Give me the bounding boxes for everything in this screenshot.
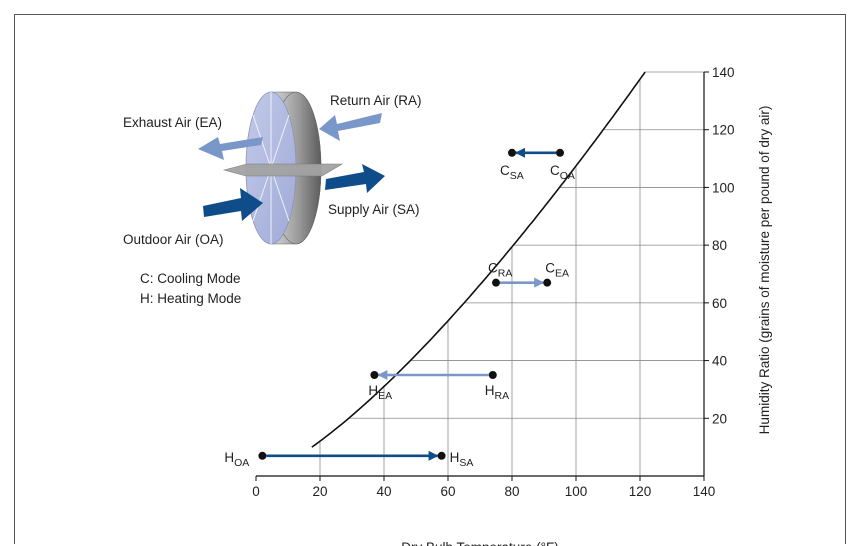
y-axis-title: Humidity Ratio (grains of moisture per p… (757, 106, 772, 435)
saturation-curve (311, 71, 646, 448)
x-tick-label-60: 60 (440, 484, 455, 499)
state-points: COA CSA CRA CEA HRA HEA HOA HSA (224, 148, 575, 469)
supply-air-label: Supply Air (SA) (328, 202, 420, 217)
point-hea (370, 371, 379, 379)
x-tick-label-140: 140 (693, 484, 716, 499)
x-tick-label-120: 120 (629, 484, 652, 499)
point-coa (556, 148, 564, 157)
x-tick-label-0: 0 (252, 484, 260, 499)
exhaust-air-arrow (198, 137, 263, 160)
heating-mode-legend: H: Heating Mode (140, 291, 241, 306)
energy-wheel (222, 91, 344, 245)
point-label-cea: CEA (545, 261, 569, 280)
process-arrows (266, 147, 556, 461)
y-tick-label-40: 40 (712, 354, 727, 369)
y-tick-label-120: 120 (712, 123, 735, 138)
x-tick-label-80: 80 (504, 484, 519, 499)
x-tick-label-20: 20 (312, 484, 327, 499)
outdoor-air-label: Outdoor Air (OA) (123, 232, 224, 247)
wheel-divider (222, 163, 344, 177)
point-label-cra: CRA (488, 261, 512, 280)
return-air-label: Return Air (RA) (330, 93, 422, 108)
chart-axes: 0 20 40 60 80 100 120 140 20 40 60 80 100 120 140 Humid… (252, 65, 772, 546)
y-tick-label-80: 80 (712, 238, 727, 253)
point-label-hra: HRA (485, 383, 509, 402)
point-cra (492, 278, 500, 287)
y-tick-label-100: 100 (712, 180, 735, 195)
point-label-hea: HEA (368, 383, 392, 402)
point-cea (543, 278, 552, 287)
point-label-csa: CSA (500, 163, 524, 182)
return-air-arrow (319, 113, 382, 141)
chart-grid (319, 71, 704, 476)
supply-air-arrow (325, 164, 385, 193)
point-hsa (437, 451, 446, 460)
point-label-hoa: HOA (224, 450, 249, 469)
point-csa (508, 148, 516, 157)
y-tick-label-140: 140 (712, 65, 735, 80)
wheel-spokes (252, 92, 290, 244)
point-label-hsa: HSA (450, 450, 474, 469)
x-axis-title: Dry Bulb Temperature (°F) (401, 540, 558, 546)
point-hoa (258, 451, 267, 460)
y-tick-label-20: 20 (712, 411, 727, 426)
y-tick-label-60: 60 (712, 296, 727, 311)
outdoor-air-arrow (203, 188, 263, 221)
cooling-mode-legend: C: Cooling Mode (140, 271, 241, 286)
x-tick-label-40: 40 (376, 484, 391, 499)
point-label-coa: COA (550, 163, 575, 182)
x-tick-label-100: 100 (565, 484, 588, 499)
exhaust-air-label: Exhaust Air (EA) (123, 115, 222, 130)
figure-frame (14, 14, 846, 544)
point-hra (488, 371, 497, 379)
